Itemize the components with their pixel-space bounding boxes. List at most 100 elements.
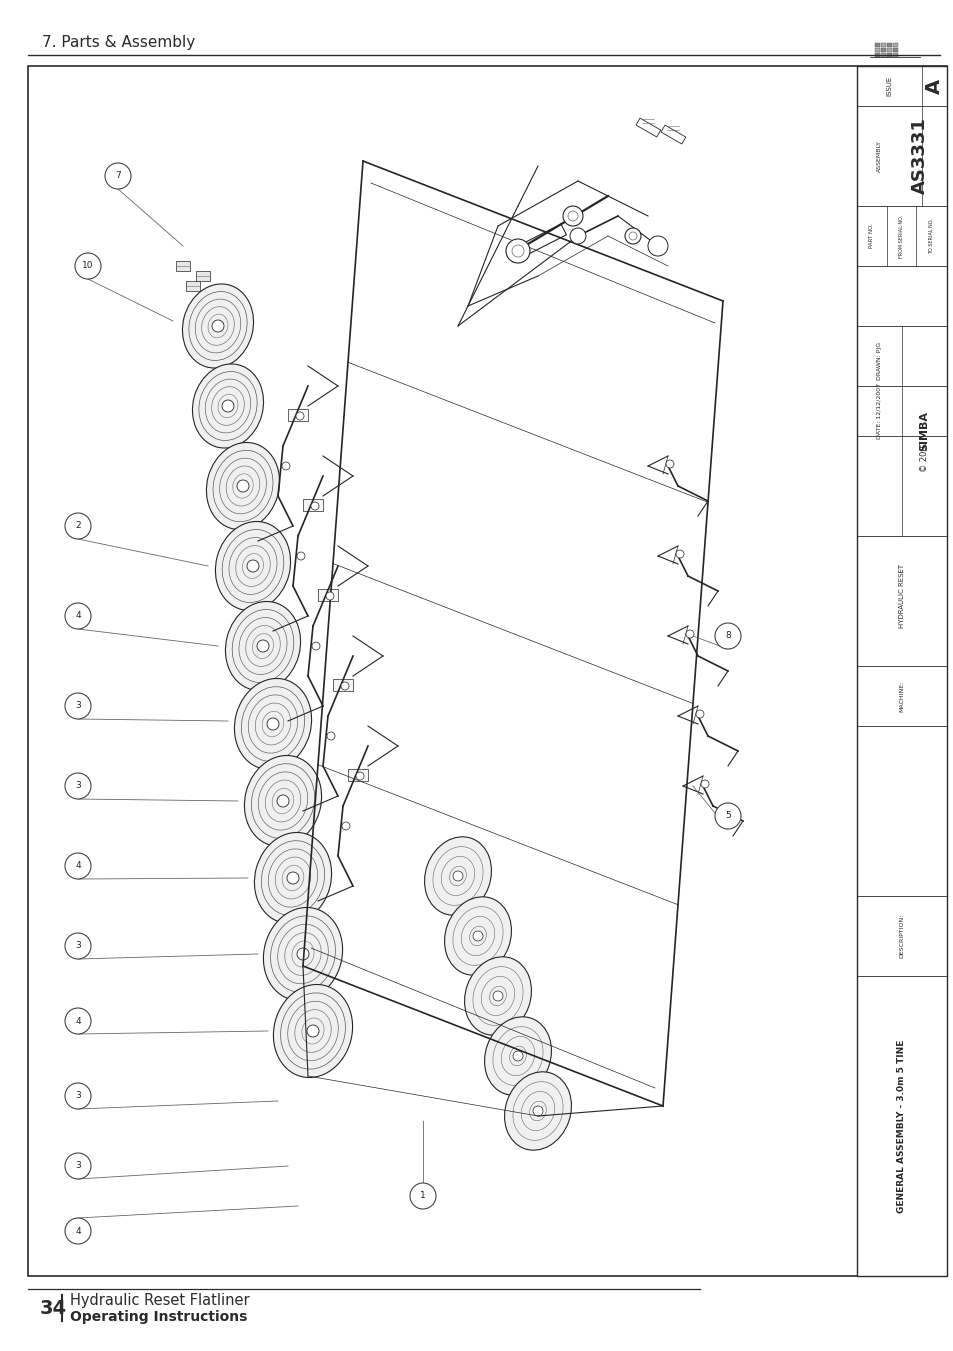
Ellipse shape: [464, 957, 531, 1035]
Circle shape: [533, 1106, 542, 1116]
Bar: [636, 118, 660, 136]
Circle shape: [65, 693, 91, 719]
Bar: [892, 53, 897, 57]
Bar: [886, 43, 891, 47]
Ellipse shape: [424, 836, 491, 915]
Text: Hydraulic Reset Flatliner: Hydraulic Reset Flatliner: [70, 1293, 250, 1309]
Text: ISSUE: ISSUE: [885, 76, 891, 96]
Circle shape: [287, 871, 298, 884]
Bar: [874, 43, 879, 47]
Circle shape: [355, 771, 364, 780]
Circle shape: [628, 232, 637, 240]
Circle shape: [65, 1008, 91, 1034]
Circle shape: [307, 1025, 318, 1038]
Circle shape: [222, 400, 233, 412]
Circle shape: [341, 821, 350, 830]
Text: 4: 4: [75, 862, 81, 870]
Circle shape: [569, 228, 585, 245]
Circle shape: [676, 550, 683, 558]
Bar: [886, 53, 891, 57]
Circle shape: [493, 992, 502, 1001]
Circle shape: [296, 553, 305, 561]
Circle shape: [696, 711, 703, 717]
Text: PART NO.: PART NO.: [868, 223, 874, 249]
Circle shape: [665, 459, 673, 467]
Bar: [333, 680, 353, 690]
Text: 3: 3: [75, 781, 81, 790]
Circle shape: [685, 630, 693, 638]
Bar: [886, 49, 891, 51]
Circle shape: [624, 228, 640, 245]
Bar: [303, 499, 323, 511]
Text: 3: 3: [75, 1092, 81, 1101]
Circle shape: [282, 462, 290, 470]
Text: 10: 10: [82, 262, 93, 270]
Circle shape: [65, 852, 91, 880]
Bar: [28, 66, 946, 1275]
Circle shape: [65, 773, 91, 798]
Bar: [348, 769, 368, 781]
Circle shape: [410, 1183, 436, 1209]
Ellipse shape: [504, 1071, 571, 1150]
Bar: [186, 281, 200, 290]
Text: DESCRIPTION:: DESCRIPTION:: [899, 913, 903, 958]
Bar: [856, 66, 946, 1275]
Bar: [892, 49, 897, 51]
Circle shape: [512, 245, 523, 257]
Text: 7: 7: [115, 172, 121, 181]
Text: 1: 1: [419, 1192, 425, 1201]
Text: HYDRAULIC RESET: HYDRAULIC RESET: [898, 563, 904, 628]
Circle shape: [567, 211, 578, 222]
Text: TO SERIAL NO.: TO SERIAL NO.: [928, 218, 933, 254]
Circle shape: [453, 871, 462, 881]
Text: 5: 5: [724, 812, 730, 820]
Circle shape: [267, 717, 278, 730]
Ellipse shape: [193, 363, 263, 449]
Circle shape: [247, 561, 258, 571]
Circle shape: [312, 642, 319, 650]
Circle shape: [65, 1152, 91, 1179]
Ellipse shape: [274, 985, 353, 1078]
Text: A: A: [923, 78, 943, 93]
Circle shape: [65, 1084, 91, 1109]
Circle shape: [340, 682, 349, 690]
Text: DRAWN: PJG: DRAWN: PJG: [876, 342, 882, 380]
Text: 34: 34: [40, 1300, 67, 1319]
Text: MACHINE:: MACHINE:: [899, 681, 903, 712]
Bar: [880, 49, 885, 51]
Text: ASSEMBLY: ASSEMBLY: [876, 141, 882, 172]
Ellipse shape: [225, 601, 300, 690]
Ellipse shape: [215, 521, 291, 611]
Ellipse shape: [244, 755, 321, 847]
Text: FROM SERIAL NO.: FROM SERIAL NO.: [898, 215, 903, 258]
Bar: [660, 126, 685, 145]
Text: 8: 8: [724, 631, 730, 640]
Bar: [507, 224, 566, 262]
Circle shape: [714, 802, 740, 830]
Ellipse shape: [484, 1017, 551, 1096]
Bar: [880, 43, 885, 47]
Circle shape: [647, 236, 667, 255]
Circle shape: [505, 239, 530, 263]
Ellipse shape: [234, 678, 312, 770]
Circle shape: [276, 794, 289, 807]
Circle shape: [295, 412, 304, 420]
Text: SIMBA: SIMBA: [919, 411, 928, 451]
Bar: [892, 43, 897, 47]
Ellipse shape: [263, 908, 342, 1001]
Circle shape: [296, 948, 309, 961]
Bar: [874, 49, 879, 51]
Text: 7. Parts & Assembly: 7. Parts & Assembly: [42, 35, 195, 50]
Bar: [880, 53, 885, 57]
Text: 2: 2: [75, 521, 81, 531]
Text: 4: 4: [75, 1227, 81, 1236]
Circle shape: [311, 503, 318, 509]
Text: DATE: 12/12/2007: DATE: 12/12/2007: [876, 382, 882, 439]
Circle shape: [105, 163, 131, 189]
Circle shape: [65, 603, 91, 630]
Text: 4: 4: [75, 1016, 81, 1025]
Circle shape: [65, 1219, 91, 1244]
Circle shape: [714, 623, 740, 648]
Text: 3: 3: [75, 942, 81, 951]
Circle shape: [473, 931, 482, 942]
